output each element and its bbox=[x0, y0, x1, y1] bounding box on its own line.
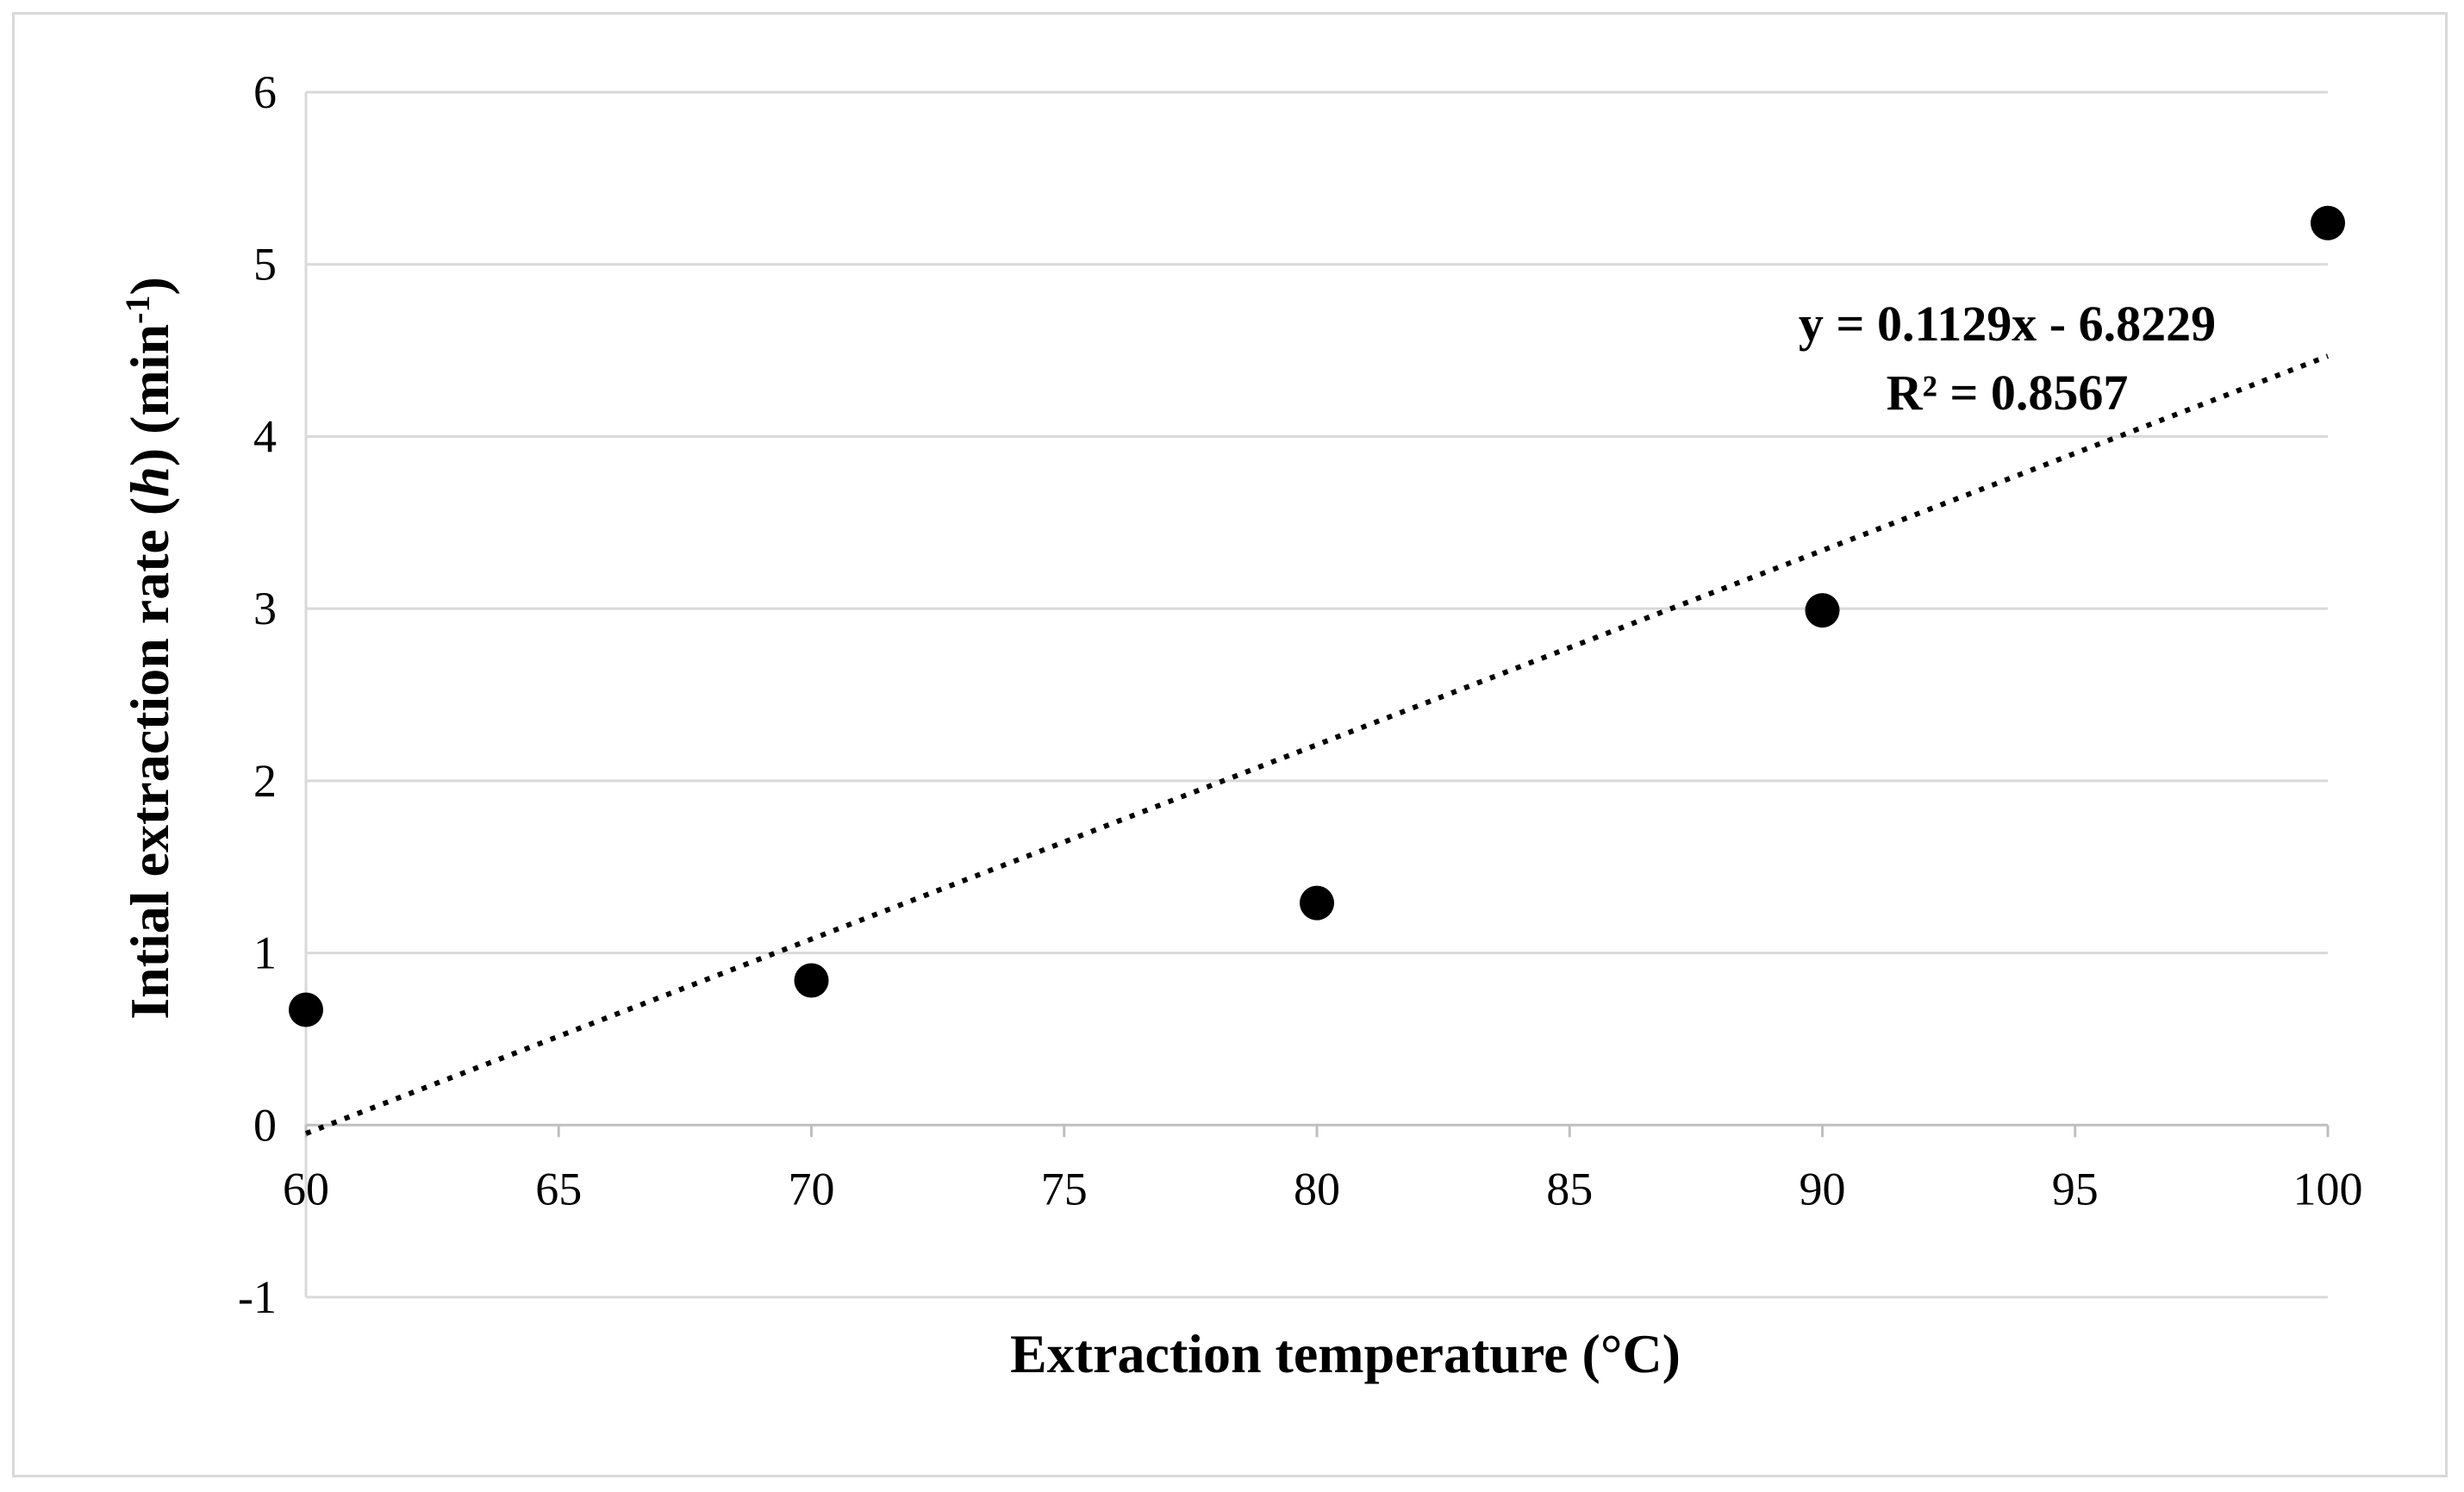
data-point bbox=[289, 992, 323, 1027]
x-tick-label: 95 bbox=[2052, 1163, 2099, 1214]
chart-plot: -1 0 1 2 3 4 5 6 60 65 70 75 80 85 90 95 100 y = 0.1129x… bbox=[118, 66, 2363, 1384]
y-tick-label: 1 bbox=[253, 927, 277, 979]
x-tick-label: 65 bbox=[535, 1163, 582, 1214]
x-tick-label: 90 bbox=[1800, 1163, 1846, 1214]
data-point bbox=[794, 963, 829, 998]
y-tick-label: 2 bbox=[253, 755, 277, 807]
x-axis-title: Extraction temperature (°C) bbox=[1010, 1323, 1681, 1384]
axes bbox=[304, 92, 2330, 1297]
data-point bbox=[1300, 885, 1334, 921]
y-axis-title-variable: h bbox=[119, 466, 180, 497]
trendline-layer bbox=[304, 353, 2330, 1136]
y-axis-title-superscript: -1 bbox=[118, 296, 157, 324]
x-tick-label: 100 bbox=[2293, 1163, 2363, 1214]
y-axis-title: Intial extraction rate (h) (min-1) bbox=[118, 277, 181, 1020]
x-tick-label: 70 bbox=[789, 1163, 835, 1214]
tick-labels: -1 0 1 2 3 4 5 6 60 65 70 75 80 85 90 95 100 bbox=[238, 66, 2362, 1323]
y-axis-title-suffix: ) bbox=[119, 277, 180, 295]
data-point bbox=[1805, 593, 1840, 628]
trendline bbox=[304, 353, 2330, 1136]
x-tick-label: 60 bbox=[283, 1163, 329, 1214]
chart-frame: -1 0 1 2 3 4 5 6 60 65 70 75 80 85 90 95 100 y = 0.1129x… bbox=[12, 12, 2448, 1477]
y-tick-label: 4 bbox=[253, 410, 277, 462]
y-tick-label: 5 bbox=[253, 239, 277, 290]
data-points bbox=[289, 205, 2345, 1027]
gridlines bbox=[306, 91, 2328, 1299]
y-axis-title-unit: ) (min bbox=[119, 324, 180, 466]
data-point bbox=[2311, 205, 2345, 240]
x-tick-label: 85 bbox=[1546, 1163, 1593, 1214]
x-tick-label: 75 bbox=[1041, 1163, 1088, 1214]
trendline-equation: y = 0.1129x - 6.8229 bbox=[1799, 296, 2216, 352]
y-tick-label: -1 bbox=[238, 1271, 277, 1323]
y-tick-label: 0 bbox=[253, 1099, 277, 1151]
trendline-r-squared: R² = 0.8567 bbox=[1887, 365, 2129, 421]
x-tick-label: 80 bbox=[1294, 1163, 1340, 1214]
y-axis-title-prefix: Intial extraction rate ( bbox=[119, 497, 180, 1020]
y-tick-label: 6 bbox=[253, 66, 277, 118]
y-tick-label: 3 bbox=[253, 583, 277, 634]
